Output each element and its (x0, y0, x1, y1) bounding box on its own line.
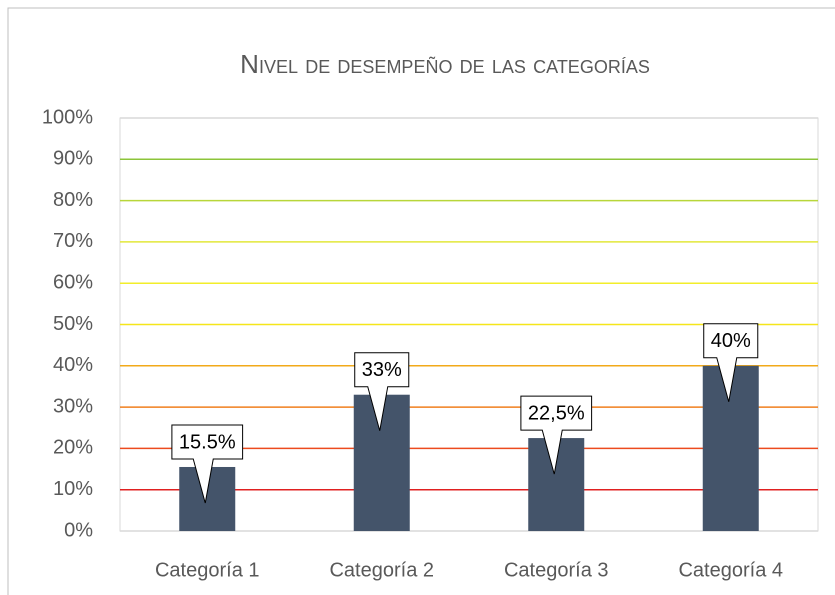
x-tick-label: Categoría 1 (155, 559, 260, 581)
data-label: 33% (354, 352, 410, 431)
y-tick-label: 70% (53, 230, 93, 252)
x-tick-label: Categoría 2 (329, 559, 434, 581)
y-tick-label: 30% (53, 395, 93, 417)
y-tick-label: 50% (53, 313, 93, 335)
x-tick-label: Categoría 3 (504, 559, 609, 581)
y-tick-label: 80% (53, 189, 93, 211)
callout (520, 395, 593, 475)
chart-border (7, 7, 835, 595)
y-tick-label: 10% (53, 478, 93, 500)
data-label-text: 40% (711, 330, 751, 352)
data-label: 15.5% (171, 424, 244, 504)
data-label: 40% (703, 323, 759, 402)
data-label-text: 22,5% (528, 402, 585, 424)
y-tick-label: 0% (64, 519, 93, 541)
x-tick-label: Categoría 4 (678, 559, 783, 581)
data-label: 22,5% (520, 395, 593, 475)
chart-title: Nivel de desempeño de las categorías (240, 49, 650, 79)
y-tick-label: 60% (53, 271, 93, 293)
y-tick-label: 40% (53, 354, 93, 376)
callout (354, 352, 410, 431)
y-tick-label: 100% (42, 106, 93, 128)
data-label-text: 33% (362, 359, 402, 381)
y-tick-label: 20% (53, 437, 93, 459)
data-label-text: 15.5% (179, 431, 236, 453)
callout (703, 323, 759, 402)
y-tick-label: 90% (53, 148, 93, 170)
callout (171, 424, 244, 504)
